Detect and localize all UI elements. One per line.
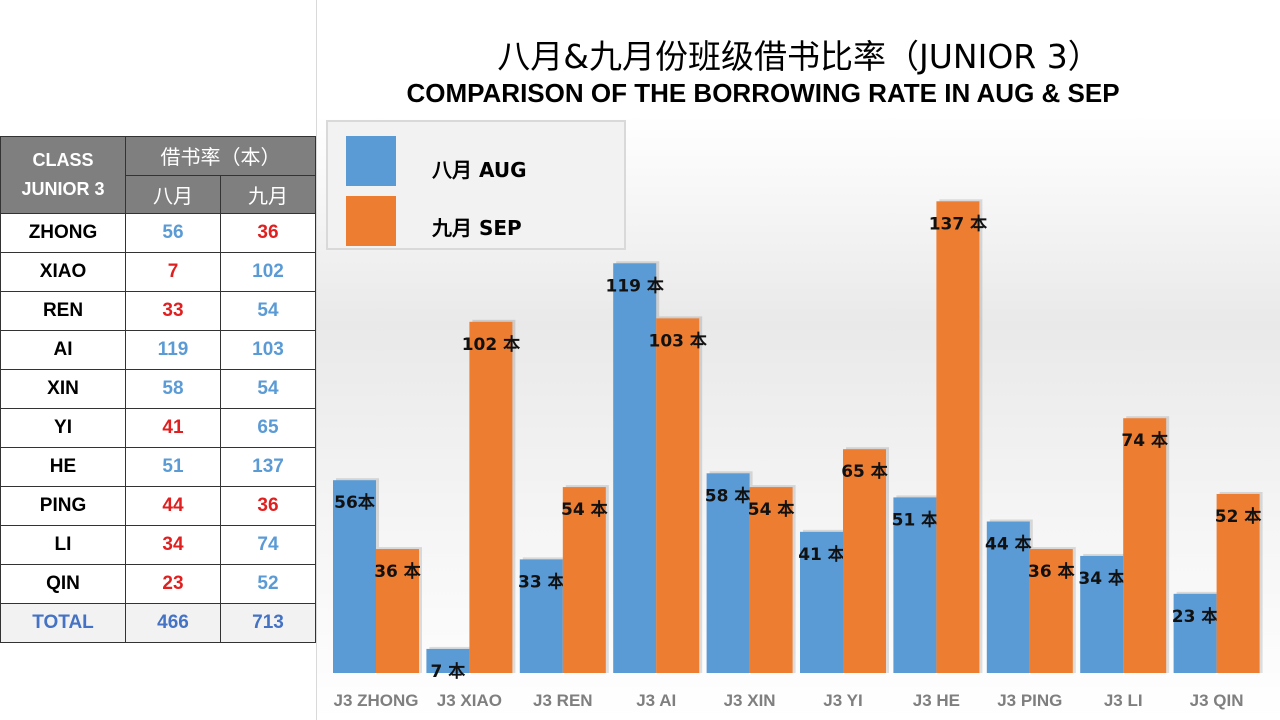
bar-sep [656, 318, 700, 673]
class-name-cell: XIAO [0, 252, 126, 292]
data-label-sep: 102 本 [462, 334, 520, 355]
total-label: TOTAL [0, 603, 126, 643]
data-label-sep: 54 本 [748, 499, 795, 520]
data-label-aug: 51 本 [892, 509, 939, 530]
aug-value-cell: 41 [125, 408, 221, 448]
data-label-sep: 54 本 [561, 499, 608, 520]
bar-sep [562, 487, 606, 673]
aug-value-cell: 33 [125, 291, 221, 331]
aug-value-cell: 58 [125, 369, 221, 409]
header-class: CLASS JUNIOR 3 [0, 136, 126, 214]
bar-sep [936, 201, 980, 673]
category-label: J3 LI [1104, 691, 1143, 710]
data-label-aug: 41 本 [798, 544, 845, 565]
chart-legend: 八月 AUG 九月 SEP [326, 120, 626, 250]
table-body: ZHONG 56 36 XIAO 7 102 REN 33 54 AI 119 103 XIN 58 54 Y… [0, 213, 316, 604]
table-row: YI 41 65 [0, 408, 316, 448]
bar-aug [519, 559, 563, 673]
bar-sep [469, 321, 513, 673]
legend-label-aug: 八月 AUG [432, 158, 527, 182]
data-label-sep: 137 本 [929, 213, 987, 234]
category-label: J3 REN [533, 691, 593, 710]
chart-subtitle: COMPARISON OF THE BORROWING RATE IN AUG … [406, 78, 1120, 108]
bar-aug [1173, 593, 1217, 673]
aug-value-cell: 34 [125, 525, 221, 565]
table-row: XIAO 7 102 [0, 252, 316, 292]
bar-aug [893, 497, 937, 673]
table-row: LI 34 74 [0, 525, 316, 565]
category-label: J3 PING [997, 691, 1062, 710]
sep-value-cell: 65 [220, 408, 316, 448]
class-name-cell: XIN [0, 369, 126, 409]
sep-value-cell: 74 [220, 525, 316, 565]
bar-sep [1123, 418, 1167, 673]
data-label-sep: 52 本 [1215, 506, 1262, 527]
bar-aug [426, 648, 470, 673]
data-label-sep: 65 本 [841, 461, 888, 482]
category-label: J3 YI [823, 691, 862, 710]
category-label: J3 QIN [1190, 691, 1244, 710]
class-name-cell: YI [0, 408, 126, 448]
legend-label-sep: 九月 SEP [432, 216, 522, 240]
aug-value-cell: 56 [125, 213, 221, 253]
category-label: J3 XIAO [437, 691, 502, 710]
class-name-cell: LI [0, 525, 126, 565]
borrowing-table: CLASS JUNIOR 3 借书率（本） 八月 九月 ZHONG 56 36 XIA… [0, 136, 316, 643]
sep-value-cell: 137 [220, 447, 316, 487]
category-label: J3 ZHONG [333, 691, 418, 710]
sep-value-cell: 52 [220, 564, 316, 604]
bar-sep [1216, 493, 1260, 673]
data-label-sep: 74 本 [1121, 430, 1168, 451]
bar-aug [706, 473, 750, 673]
header-class-line2: JUNIOR 3 [21, 179, 105, 199]
legend-swatch-aug [346, 136, 396, 186]
header-aug: 八月 [125, 174, 221, 214]
table-row: QIN 23 52 [0, 564, 316, 604]
data-label-aug: 34 本 [1078, 568, 1125, 589]
bar-aug [613, 263, 657, 673]
bar-sep [1029, 549, 1073, 673]
class-name-cell: REN [0, 291, 126, 331]
legend-swatch-sep [346, 196, 396, 246]
category-label: J3 HE [913, 691, 960, 710]
bar-aug [986, 521, 1030, 673]
class-name-cell: QIN [0, 564, 126, 604]
sep-value-cell: 54 [220, 291, 316, 331]
header-class-line1: CLASS [32, 150, 94, 170]
chart-title: 八月&九月份班级借书比率（JUNIOR 3） [497, 37, 1101, 76]
total-aug: 466 [125, 603, 221, 643]
table-row: XIN 58 54 [0, 369, 316, 409]
data-label-aug: 119 本 [605, 275, 663, 296]
sep-value-cell: 102 [220, 252, 316, 292]
data-label-aug: 7 本 [431, 661, 466, 682]
data-label-aug: 58 本 [705, 485, 752, 506]
aug-value-cell: 7 [125, 252, 221, 292]
bar-aug [800, 531, 843, 673]
data-label-aug: 33 本 [518, 571, 565, 592]
aug-value-cell: 119 [125, 330, 221, 370]
category-label: J3 XIN [724, 691, 776, 710]
aug-value-cell: 51 [125, 447, 221, 487]
bar-sep [749, 487, 793, 673]
header-rate: 借书率（本） [125, 136, 316, 176]
data-label-aug: 56本 [334, 492, 375, 513]
data-label-sep: 103 本 [648, 330, 706, 351]
data-label-aug: 44 本 [985, 534, 1032, 555]
bar-aug [1080, 555, 1124, 673]
bar-aug [333, 480, 376, 673]
bar-sep [843, 449, 886, 673]
category-label: J3 AI [636, 691, 676, 710]
bar-sep [376, 549, 419, 673]
table-row: HE 51 137 [0, 447, 316, 487]
class-name-cell: ZHONG [0, 213, 126, 253]
data-label-aug: 23 本 [1172, 606, 1219, 627]
data-label-sep: 36 本 [374, 561, 421, 582]
total-sep: 713 [220, 603, 316, 643]
class-name-cell: AI [0, 330, 126, 370]
data-label-sep: 36 本 [1028, 561, 1075, 582]
header-sep: 九月 [220, 174, 316, 214]
table-row: REN 33 54 [0, 291, 316, 331]
table-row-total: TOTAL 466 713 [0, 603, 316, 643]
